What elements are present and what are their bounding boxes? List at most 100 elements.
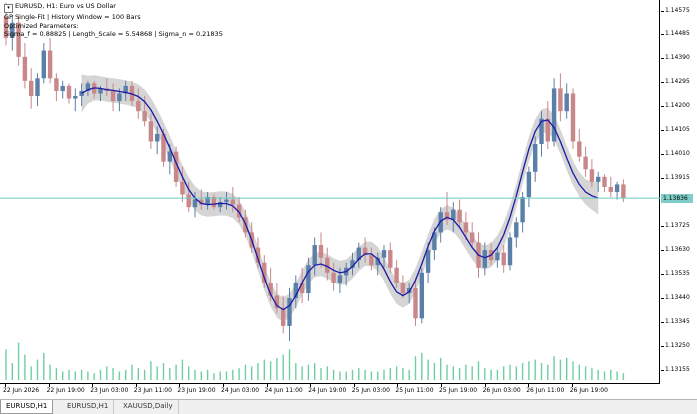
price-axis[interactable]: 1.14575 1.14485 1.14390 1.14295 1.14200 1.141… bbox=[661, 0, 697, 384]
candle-body bbox=[16, 22, 21, 57]
candle-body bbox=[325, 257, 330, 273]
candle-body bbox=[173, 151, 179, 182]
price-label: 1.14010 bbox=[665, 150, 690, 158]
candle-body bbox=[596, 176, 601, 182]
candle-body bbox=[539, 118, 544, 144]
candle-body bbox=[211, 197, 217, 208]
chart-tab[interactable]: EURUSD,H1 bbox=[0, 400, 54, 414]
candle-body bbox=[155, 133, 160, 142]
candle-body bbox=[293, 282, 298, 299]
candle-body bbox=[331, 272, 336, 283]
candle-body bbox=[570, 93, 576, 142]
candle-body bbox=[186, 194, 191, 208]
time-label: 24 Jun 19:00 bbox=[308, 387, 347, 394]
candle-body bbox=[558, 88, 563, 112]
candle-body bbox=[551, 88, 557, 142]
candle-body bbox=[73, 96, 78, 99]
candle-body bbox=[205, 197, 210, 205]
candle-body bbox=[98, 88, 103, 94]
candle-body bbox=[123, 85, 128, 94]
candle-body bbox=[614, 184, 620, 192]
price-tick bbox=[661, 106, 664, 108]
price-tick bbox=[661, 202, 664, 204]
candle-body bbox=[564, 93, 569, 112]
price-tick bbox=[661, 226, 664, 228]
time-label: 26 Jun 19:00 bbox=[569, 387, 608, 394]
price-label: 1.13440 bbox=[665, 294, 690, 302]
time-label: 23 Jun 11:00 bbox=[133, 387, 172, 394]
candle-body bbox=[35, 78, 40, 96]
time-axis[interactable]: 22 Jun 2026 22 Jun 19:00 23 Jun 03:00 23 Ju… bbox=[0, 384, 660, 398]
price-label: 1.13630 bbox=[665, 246, 690, 254]
price-tick bbox=[661, 11, 664, 13]
price-tick bbox=[661, 274, 664, 276]
candle-body bbox=[224, 199, 229, 203]
candle-body bbox=[161, 133, 166, 162]
price-label: 1.14575 bbox=[665, 7, 690, 15]
price-label: 1.13535 bbox=[665, 270, 690, 278]
candle-body bbox=[54, 78, 59, 91]
chart-tab[interactable]: XAUUSD,Daily bbox=[118, 400, 179, 414]
time-tick bbox=[48, 384, 50, 387]
candle-body bbox=[463, 222, 469, 233]
time-label: 25 Jun 19:00 bbox=[439, 387, 478, 394]
candle-body bbox=[589, 169, 595, 182]
time-tick bbox=[266, 384, 268, 387]
candle-body bbox=[495, 252, 500, 261]
price-tick bbox=[661, 82, 664, 84]
chart-canvas[interactable]: ▾ EURUSD, H1: Euro vs US Dollar GP Single… bbox=[0, 0, 660, 384]
candle-body bbox=[400, 282, 406, 294]
price-tick bbox=[661, 58, 664, 60]
candle-body bbox=[167, 151, 172, 162]
candle-body bbox=[3, 16, 9, 38]
time-tick bbox=[484, 384, 486, 387]
candle-body bbox=[192, 199, 198, 208]
time-tick bbox=[397, 384, 399, 387]
candle-body bbox=[262, 262, 267, 283]
candle-body bbox=[457, 209, 462, 223]
candle-body bbox=[180, 181, 185, 195]
candle-body bbox=[136, 101, 141, 112]
candle-body bbox=[199, 199, 204, 205]
candle-body bbox=[318, 245, 324, 258]
candle-body bbox=[230, 199, 235, 205]
price-tick bbox=[661, 322, 664, 324]
time-label: 22 Jun 2026 bbox=[3, 387, 40, 394]
price-label: 1.14105 bbox=[665, 126, 690, 134]
candle-body bbox=[545, 118, 550, 142]
candle-body bbox=[394, 267, 399, 283]
candle-body bbox=[110, 90, 116, 102]
candle-body bbox=[520, 197, 525, 223]
candle-body bbox=[432, 232, 437, 251]
candle-body bbox=[388, 250, 393, 268]
price-tick bbox=[661, 130, 664, 132]
candle-body bbox=[501, 252, 506, 266]
price-label: 1.14200 bbox=[665, 102, 690, 110]
candle-body bbox=[356, 247, 361, 261]
time-tick bbox=[353, 384, 355, 387]
candle-body bbox=[312, 245, 317, 266]
candle-body bbox=[236, 204, 242, 218]
candle-body bbox=[362, 247, 368, 256]
candle-body bbox=[583, 156, 588, 170]
candle-body bbox=[337, 275, 343, 283]
time-tick bbox=[528, 384, 530, 387]
time-tick bbox=[5, 384, 6, 387]
price-label: 1.13915 bbox=[665, 174, 690, 182]
candle-body bbox=[381, 250, 387, 258]
candle-body bbox=[287, 298, 292, 326]
time-label: 25 Jun 11:00 bbox=[395, 387, 434, 394]
chart-tab-bar: EURUSD,H1 EURUSD,H1 XAUUSD,Daily bbox=[0, 399, 697, 414]
candle-body bbox=[419, 272, 424, 319]
time-label: 26 Jun 11:00 bbox=[526, 387, 565, 394]
candle-body bbox=[425, 250, 431, 273]
gp-mean-line bbox=[81, 87, 599, 311]
price-label: 1.14295 bbox=[665, 78, 690, 86]
candle-body bbox=[10, 22, 15, 38]
candle-body bbox=[350, 260, 355, 268]
candle-body bbox=[142, 111, 147, 122]
chart-tab[interactable]: EURUSD,H1 bbox=[62, 400, 115, 414]
candle-body bbox=[148, 121, 154, 142]
candle-body bbox=[369, 255, 374, 266]
